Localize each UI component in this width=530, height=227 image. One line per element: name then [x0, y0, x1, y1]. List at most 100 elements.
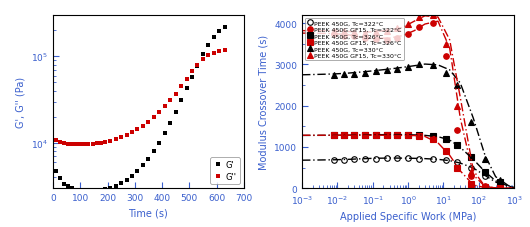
PEEK 450G GF15, Tc=322°C: [394, 37, 401, 40]
G'': [205, 54, 211, 57]
G': [65, 185, 71, 188]
Line: G'': G'': [54, 49, 227, 147]
G': [222, 27, 228, 30]
PEEK 450G, Tc=326°C: [351, 134, 357, 137]
Line: PEEK 450G GF15, Tc=330°C: PEEK 450G GF15, Tc=330°C: [331, 12, 504, 192]
G'': [123, 134, 130, 137]
G'': [222, 49, 228, 52]
G': [145, 158, 152, 160]
G'': [69, 143, 75, 146]
G': [167, 122, 173, 125]
G': [52, 169, 59, 172]
PEEK 450G GF15, Tc=322°C: [416, 27, 422, 30]
G': [195, 65, 201, 68]
PEEK 450G GF15, Tc=330°C: [430, 15, 436, 17]
Line: PEEK 450G, Tc=326°C: PEEK 450G, Tc=326°C: [331, 132, 502, 185]
G': [73, 188, 79, 191]
Y-axis label: G', G'' (Pa): G', G'' (Pa): [15, 77, 25, 128]
PEEK 450G, Tc=330°C: [497, 179, 503, 182]
G': [162, 132, 168, 135]
PEEK 450G, Tc=322°C: [497, 183, 503, 186]
G'': [98, 142, 104, 144]
G': [151, 150, 157, 153]
Line: PEEK 450G GF15, Tc=326°C: PEEK 450G GF15, Tc=326°C: [331, 133, 502, 191]
Line: PEEK 450G GF15, Tc=322°C: PEEK 450G GF15, Tc=322°C: [331, 21, 503, 191]
PEEK 450G GF15, Tc=322°C: [443, 56, 449, 58]
PEEK 450G GF15, Tc=330°C: [468, 171, 474, 173]
G'': [65, 143, 71, 146]
PEEK 450G GF15, Tc=326°C: [454, 167, 461, 169]
G'': [210, 52, 217, 55]
PEEK 450G, Tc=322°C: [362, 158, 368, 161]
G'': [145, 121, 152, 124]
PEEK 450G, Tc=326°C: [454, 144, 461, 147]
G'': [118, 136, 125, 139]
G'': [85, 143, 92, 146]
G'': [112, 138, 119, 141]
G': [85, 190, 92, 192]
X-axis label: Applied Specific Work (MPa): Applied Specific Work (MPa): [340, 211, 476, 221]
G'': [178, 86, 184, 88]
PEEK 450G, Tc=326°C: [430, 135, 436, 138]
PEEK 450G GF15, Tc=330°C: [384, 30, 390, 33]
G'': [102, 141, 108, 143]
PEEK 450G GF15, Tc=326°C: [340, 134, 347, 137]
G': [118, 182, 125, 185]
PEEK 450G GF15, Tc=326°C: [468, 183, 474, 186]
G'': [172, 93, 179, 96]
PEEK 450G GF15, Tc=322°C: [405, 33, 411, 36]
G': [178, 100, 184, 102]
PEEK 450G GF15, Tc=326°C: [443, 150, 449, 153]
PEEK 450G GF15, Tc=322°C: [454, 130, 461, 132]
G': [81, 189, 87, 192]
PEEK 450G GF15, Tc=322°C: [468, 175, 474, 178]
PEEK 450G, Tc=326°C: [416, 134, 422, 137]
PEEK 450G, Tc=322°C: [394, 157, 401, 160]
PEEK 450G, Tc=326°C: [497, 181, 503, 184]
G': [205, 44, 211, 47]
PEEK 450G GF15, Tc=326°C: [430, 138, 436, 141]
G': [93, 189, 100, 192]
G'': [183, 78, 190, 81]
G'': [167, 100, 173, 102]
G': [77, 189, 83, 192]
PEEK 450G, Tc=330°C: [394, 68, 401, 71]
PEEK 450G GF15, Tc=326°C: [384, 134, 390, 137]
PEEK 450G GF15, Tc=322°C: [340, 35, 347, 38]
G'': [129, 131, 135, 134]
PEEK 450G GF15, Tc=326°C: [497, 187, 503, 190]
PEEK 450G, Tc=326°C: [482, 171, 488, 173]
PEEK 450G, Tc=322°C: [443, 159, 449, 161]
G'': [73, 143, 79, 146]
G': [98, 189, 104, 191]
PEEK 450G GF15, Tc=322°C: [362, 37, 368, 40]
G': [123, 179, 130, 181]
G': [107, 186, 113, 189]
Legend: PEEK 450G, Tc=322°C, PEEK 450G GF15, Tc=322°C, PEEK 450G, Tc=326°C, PEEK 450G GF: PEEK 450G, Tc=322°C, PEEK 450G GF15, Tc=…: [305, 19, 404, 61]
PEEK 450G, Tc=322°C: [340, 159, 347, 161]
PEEK 450G, Tc=322°C: [373, 158, 379, 160]
PEEK 450G, Tc=322°C: [351, 158, 357, 161]
PEEK 450G GF15, Tc=330°C: [351, 32, 357, 35]
G'': [134, 128, 140, 131]
PEEK 450G, Tc=330°C: [331, 74, 337, 77]
PEEK 450G GF15, Tc=330°C: [454, 105, 461, 108]
PEEK 450G GF15, Tc=326°C: [394, 134, 401, 137]
G'': [216, 50, 223, 53]
G'': [195, 64, 201, 67]
G': [183, 87, 190, 90]
PEEK 450G, Tc=330°C: [405, 66, 411, 69]
PEEK 450G GF15, Tc=322°C: [497, 187, 503, 190]
G'': [140, 125, 146, 128]
G'': [156, 111, 163, 114]
PEEK 450G GF15, Tc=322°C: [331, 33, 337, 36]
PEEK 450G, Tc=322°C: [384, 157, 390, 160]
PEEK 450G GF15, Tc=326°C: [331, 134, 337, 137]
PEEK 450G, Tc=330°C: [362, 72, 368, 75]
PEEK 450G, Tc=326°C: [362, 134, 368, 137]
Y-axis label: Modulus Crossover Time (s): Modulus Crossover Time (s): [259, 35, 269, 169]
PEEK 450G GF15, Tc=330°C: [362, 33, 368, 35]
PEEK 450G, Tc=326°C: [468, 156, 474, 159]
G': [172, 111, 179, 114]
G': [129, 174, 135, 177]
